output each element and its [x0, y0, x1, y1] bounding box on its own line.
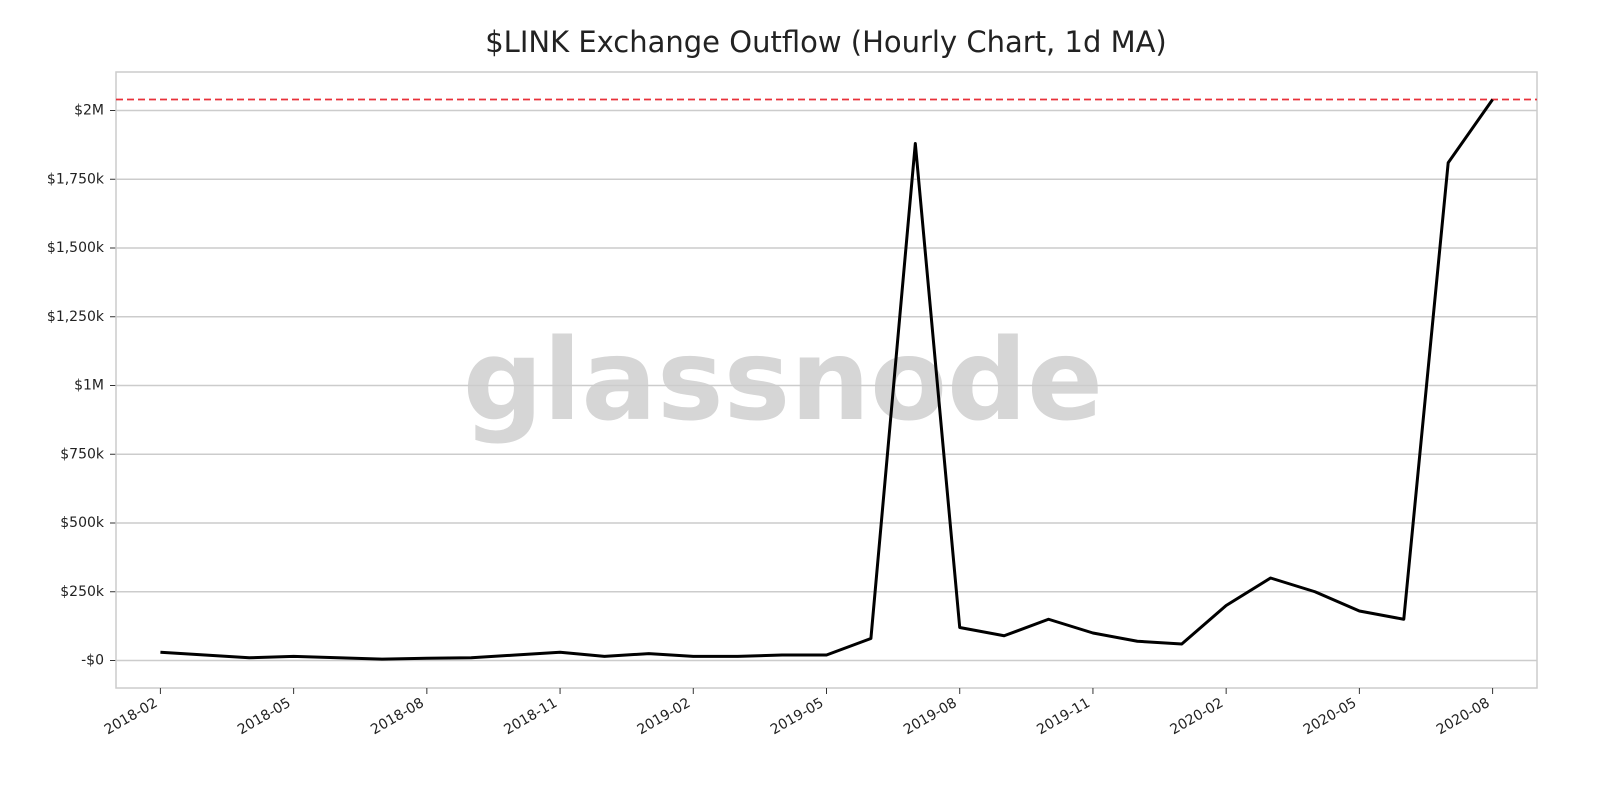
x-tick-label: 2020-02 [1167, 695, 1226, 738]
x-tick-label: 2018-02 [102, 695, 161, 738]
y-tick-label: $2M [74, 103, 104, 119]
y-tick-label: $1,500k [47, 240, 105, 256]
x-tick-label: 2020-08 [1434, 695, 1493, 738]
y-tick-label: $250k [60, 584, 105, 600]
x-tick-label: 2019-08 [901, 695, 960, 738]
data-line [160, 98, 1494, 661]
x-tick-label: 2018-08 [368, 695, 427, 738]
x-tick-label: 2019-05 [768, 695, 827, 738]
x-tick-label: 2019-11 [1034, 695, 1093, 738]
y-tick-label: $1,750k [47, 171, 105, 187]
x-tick-label: 2020-05 [1301, 695, 1360, 738]
y-tick-label: $500k [60, 515, 105, 531]
watermark: glassnode [463, 316, 1103, 446]
x-tick-label: 2018-05 [235, 695, 294, 738]
x-tick-label: 2018-11 [501, 695, 560, 738]
y-tick-label: -$0 [81, 653, 104, 669]
y-tick-label: $1,250k [47, 309, 105, 325]
chart-title: $LINK Exchange Outflow (Hourly Chart, 1d… [485, 25, 1167, 59]
y-tick-label: $750k [60, 446, 105, 462]
y-tick-label: $1M [74, 378, 104, 394]
x-tick-label: 2019-02 [635, 695, 694, 738]
